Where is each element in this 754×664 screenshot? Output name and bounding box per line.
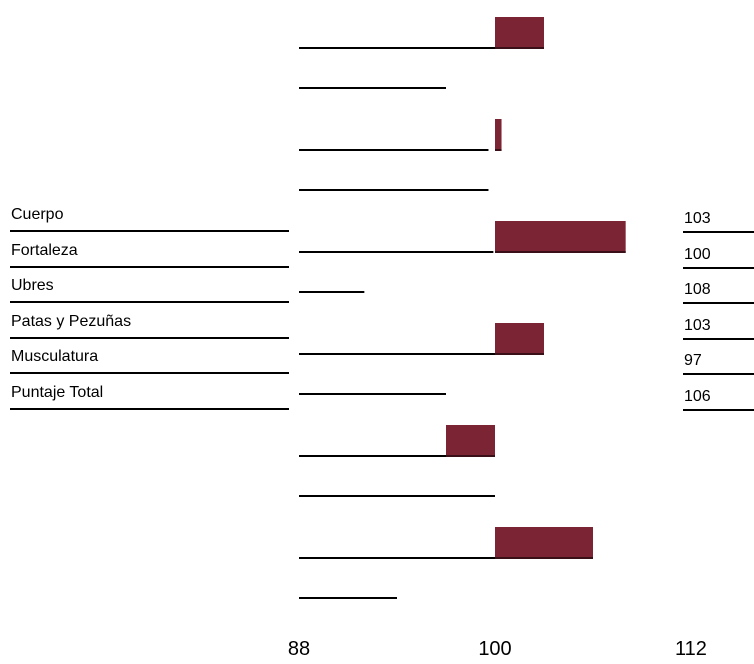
bar-edge (495, 353, 544, 355)
value-underline (683, 302, 754, 304)
value-underline (683, 373, 754, 375)
bar-edge (495, 149, 502, 151)
reference-line (299, 597, 397, 599)
x-tick-label: 112 (675, 638, 707, 660)
reference-line (299, 149, 489, 151)
bar (495, 221, 626, 253)
reference-line (299, 189, 489, 191)
trait-underline (10, 407, 289, 410)
reference-line (299, 47, 495, 49)
trait-label: Musculatura (11, 348, 99, 365)
x-tick-label: 100 (478, 638, 511, 660)
reference-line (299, 251, 494, 253)
value-underline (683, 266, 754, 269)
trait-legend: Cuerpo Fortaleza Ubres Patas y Pezuñas Muscu… (0, 0, 290, 664)
x-tick-label: 88 (288, 638, 310, 660)
bar (446, 425, 495, 457)
trait-underline (10, 301, 289, 303)
trait-values: 103 100 108 103 97 106 (683, 0, 754, 664)
trait-label: Fortaleza (11, 241, 78, 259)
reference-line (299, 291, 365, 293)
value-underline (683, 231, 754, 233)
reference-line (299, 353, 495, 355)
bar-edge (495, 251, 626, 253)
trait-label: Cuerpo (11, 206, 64, 223)
reference-line (299, 557, 495, 559)
value-underline (683, 337, 754, 340)
bars (446, 17, 626, 559)
reference-line (299, 495, 495, 497)
reference-lines (299, 47, 495, 599)
trait-label: Ubres (11, 277, 54, 294)
reference-line (299, 393, 446, 395)
trait-value: 108 (684, 281, 711, 298)
trait-value: 100 (684, 245, 711, 263)
trait-value: 106 (684, 387, 711, 405)
trait-underline (10, 265, 289, 268)
trait-label: Puntaje Total (11, 383, 104, 401)
bar-edge (495, 557, 593, 559)
trait-underline (10, 372, 289, 374)
bar (495, 17, 544, 49)
bar (495, 119, 502, 151)
trait-value: 97 (684, 352, 702, 369)
trait-underline (10, 336, 289, 339)
trait-label: Patas y Pezuñas (11, 312, 132, 330)
x-axis-ticks: 88 100 112 (288, 638, 707, 660)
bar (495, 527, 593, 559)
bar (495, 323, 544, 355)
bar-edge (446, 455, 495, 457)
value-underline (683, 408, 754, 411)
reference-line (299, 455, 446, 457)
bar-edge (495, 47, 544, 49)
trait-value: 103 (684, 210, 711, 227)
trait-value: 103 (684, 316, 711, 334)
trait-underline (10, 230, 289, 232)
reference-line (299, 87, 446, 89)
